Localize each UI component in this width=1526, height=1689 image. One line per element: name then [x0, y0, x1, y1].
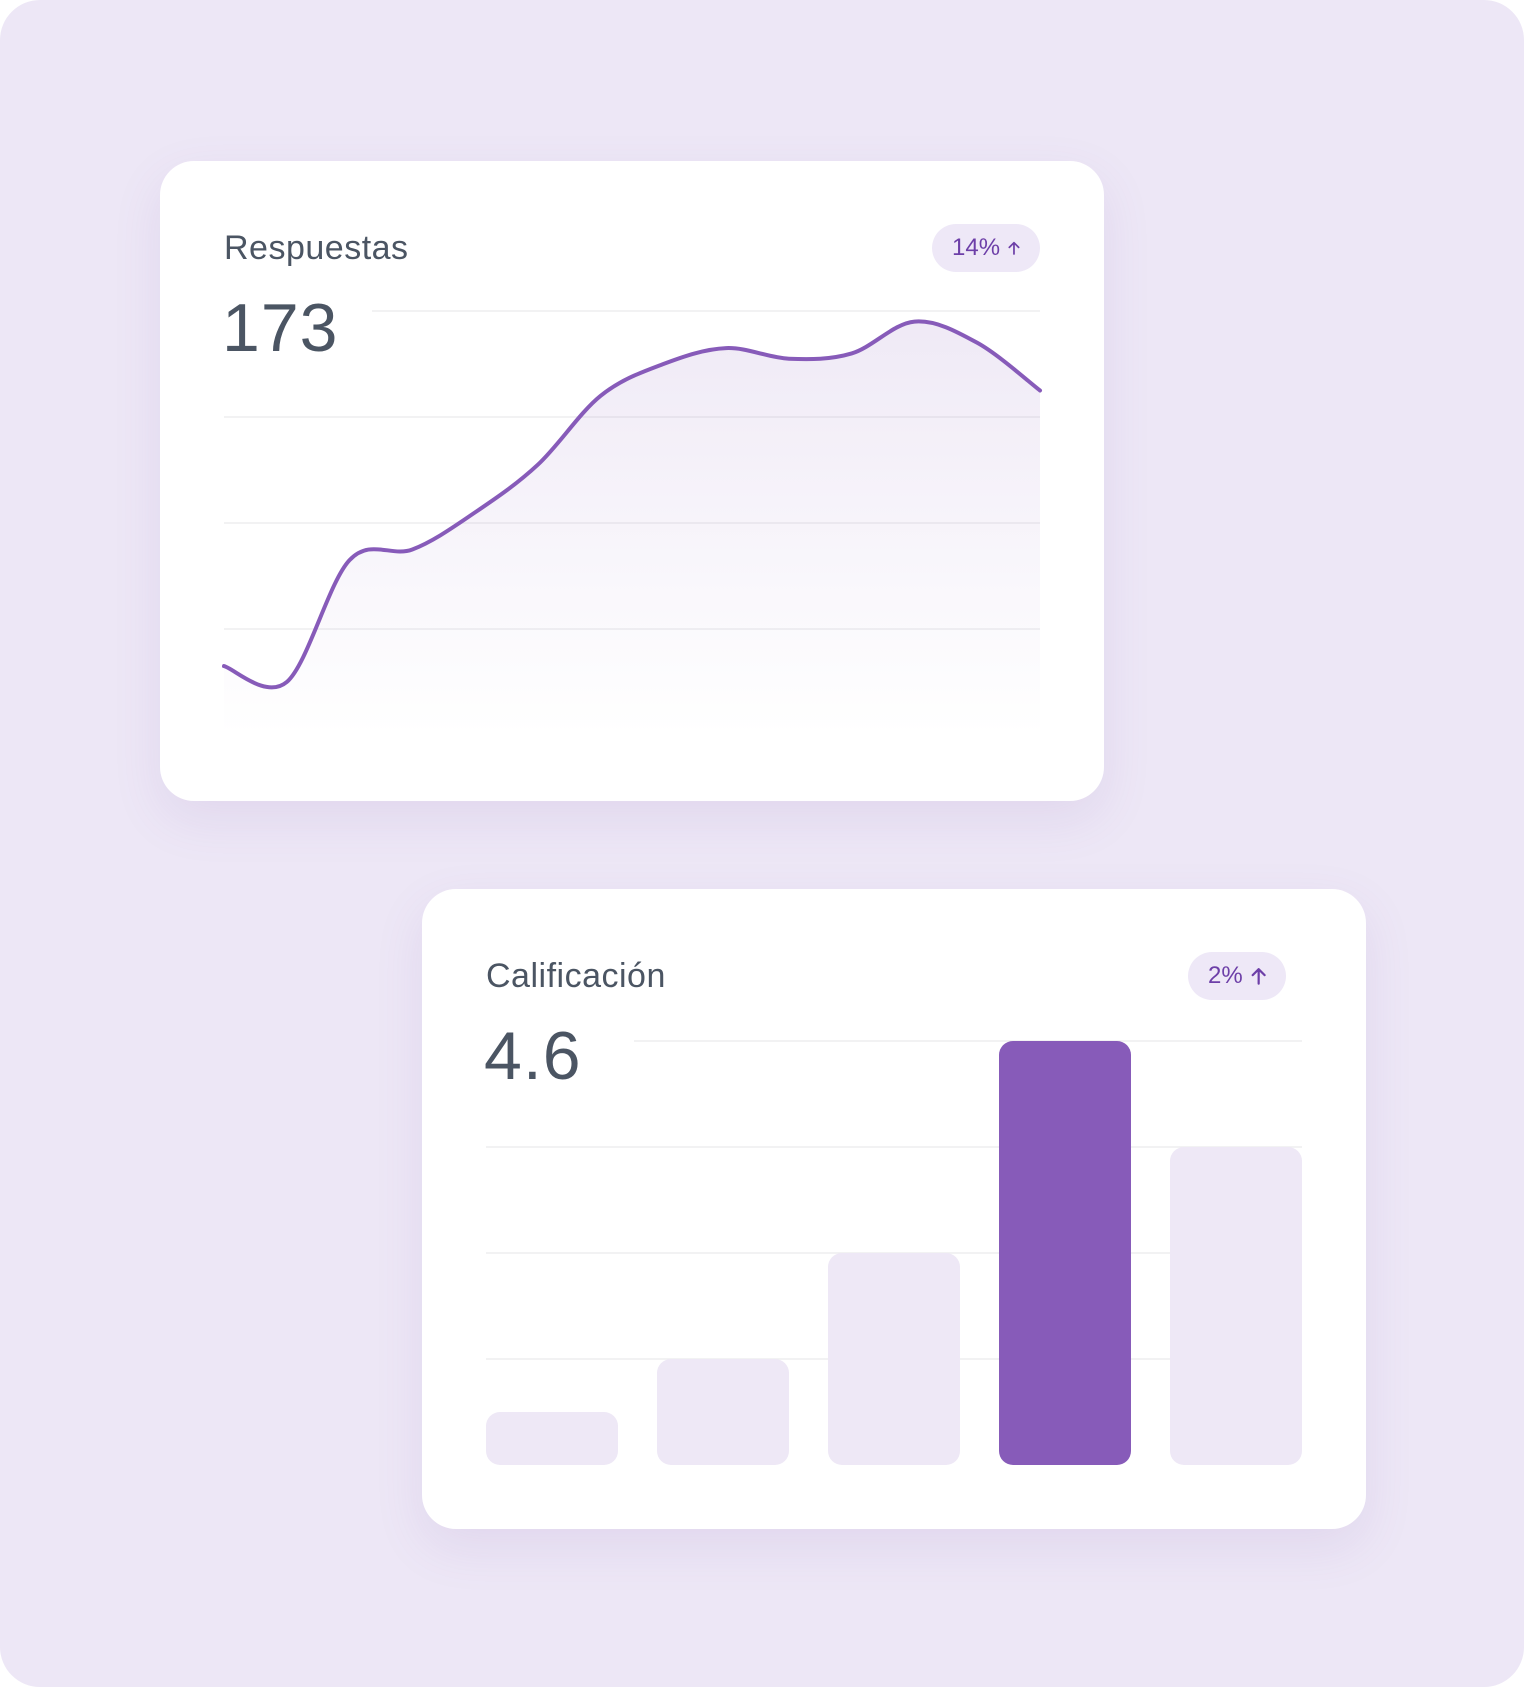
responses-change-badge: 14%	[932, 224, 1040, 272]
bar	[828, 1253, 960, 1465]
bar	[486, 1412, 618, 1465]
responses-change-text: 14%	[952, 234, 1001, 261]
series-line	[222, 319, 1042, 690]
rating-change-text: 2%	[1208, 962, 1243, 989]
bar	[657, 1359, 789, 1465]
responses-title: Respuestas	[224, 229, 409, 267]
bar	[999, 1041, 1131, 1465]
rating-title: Calificación	[486, 957, 666, 995]
area-fill	[224, 321, 1040, 735]
responses-card: Respuestas 173 14%	[160, 161, 1104, 801]
rating-change-badge: 2%	[1188, 952, 1286, 1000]
arrow-up-icon	[1251, 968, 1266, 985]
responses-value: 173	[222, 290, 339, 366]
bar	[1170, 1147, 1302, 1465]
arrow-up-icon	[1008, 241, 1020, 255]
rating-value: 4.6	[484, 1018, 582, 1094]
responses-line-chart	[222, 310, 1042, 735]
rating-bar-chart	[486, 1040, 1302, 1465]
rating-card: Calificación 4.6 2%	[422, 889, 1366, 1529]
